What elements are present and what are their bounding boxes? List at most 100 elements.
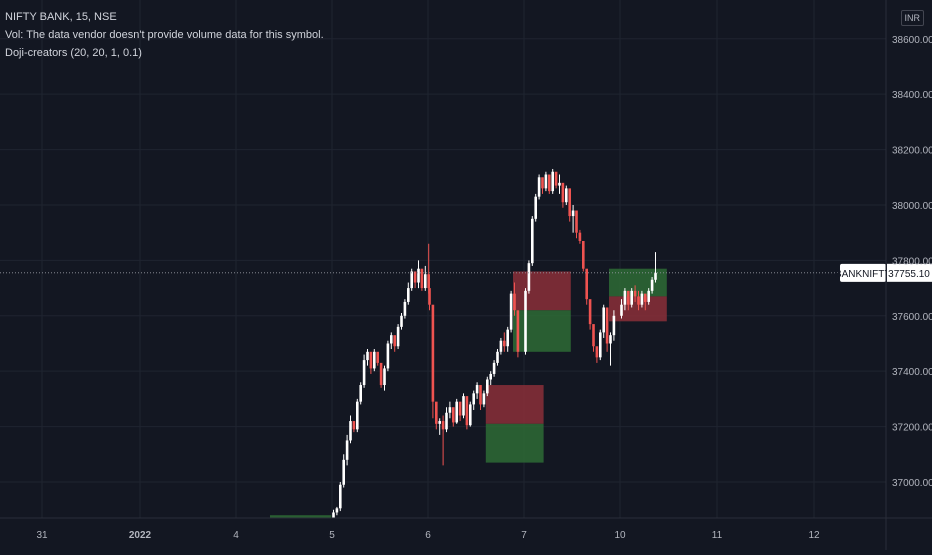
candle-body — [489, 373, 492, 380]
candle-body — [379, 362, 383, 386]
currency-badge[interactable]: INR — [900, 10, 924, 26]
candle-body — [369, 351, 373, 369]
candle-body — [424, 274, 427, 289]
candle-body — [650, 279, 654, 291]
candle-body — [513, 293, 516, 311]
candle-body — [482, 393, 486, 405]
zone-red — [513, 271, 571, 311]
candle-body — [400, 315, 403, 327]
candle-body — [458, 401, 462, 416]
candle-body — [565, 188, 568, 203]
candle-body — [588, 299, 592, 325]
candle-body — [410, 271, 413, 289]
candle-body — [332, 512, 335, 518]
candle-body — [386, 343, 390, 369]
candle-body — [509, 293, 513, 330]
candle-body — [627, 290, 630, 305]
candle-body — [599, 332, 602, 358]
candle-body — [544, 174, 548, 189]
candle-body — [605, 307, 609, 344]
price-tag-box — [887, 263, 932, 282]
candle-body — [356, 401, 359, 430]
time-tick-label: 10 — [614, 530, 626, 541]
price-tick-label: 38000.00 — [892, 201, 932, 212]
candle-body — [644, 293, 647, 302]
candle-body — [469, 404, 472, 426]
candle-body — [342, 459, 345, 485]
candle-body — [472, 393, 475, 405]
zone-green — [513, 310, 571, 352]
candle-body — [582, 240, 585, 269]
time-tick-label: 5 — [329, 530, 335, 541]
candles — [332, 168, 657, 518]
time-axis[interactable]: 31 2022 4 5 6 7 10 11 12 — [0, 517, 932, 541]
volume-notice: Vol: The data vendor doesn't provide vol… — [5, 29, 324, 41]
candle-body — [390, 335, 393, 344]
candle-body — [403, 301, 407, 316]
candle-body — [438, 421, 441, 424]
candle-body — [455, 401, 458, 423]
candle-body — [609, 335, 612, 344]
price-tick-label: 38200.00 — [892, 146, 932, 157]
candle-body — [366, 351, 369, 361]
candle-body — [431, 304, 435, 402]
candle-body — [602, 307, 605, 333]
candle-body — [548, 174, 551, 192]
candle-body — [417, 268, 420, 283]
candle-body — [496, 351, 499, 363]
zone-green — [485, 423, 544, 463]
time-tick-label: 31 — [36, 530, 48, 541]
symbol-title[interactable]: NIFTY BANK, 15, NSE — [5, 11, 117, 23]
time-tick-label: 4 — [233, 530, 239, 541]
candle-body — [499, 340, 503, 352]
candle-body — [612, 315, 616, 336]
price-tick-label: 37800.00 — [892, 256, 932, 267]
zone-green — [609, 268, 667, 297]
candle-body — [551, 171, 554, 192]
candle-body — [441, 421, 445, 430]
candle-body — [407, 288, 410, 302]
candle-body — [383, 368, 386, 386]
candle-body — [640, 293, 644, 305]
candle-body — [427, 274, 430, 289]
price-tag-label: 37755.10 — [888, 269, 930, 280]
candle-body — [352, 421, 356, 430]
candle-body — [373, 351, 376, 369]
candle-body — [428, 288, 431, 305]
candle-body — [630, 290, 633, 305]
candle-body — [506, 329, 509, 347]
candle-body — [568, 188, 571, 217]
candle-body — [503, 340, 506, 347]
candle-body — [633, 290, 637, 297]
symbol-tag-box — [840, 263, 886, 282]
time-tick-label: 12 — [808, 530, 820, 541]
candle-body — [479, 385, 482, 405]
candle-body — [561, 182, 565, 203]
indicator-title[interactable]: Doji-creators (20, 20, 1, 0.1) — [5, 47, 142, 59]
chart-legend: NIFTY BANK, 15, NSE Vol: The data vendor… — [5, 8, 324, 62]
candle-body — [531, 218, 534, 264]
candle-body — [534, 196, 537, 219]
candle-body — [537, 177, 541, 197]
time-tick-label: 7 — [521, 530, 527, 541]
price-tick-label: 37000.00 — [892, 478, 932, 489]
candle-body — [647, 290, 650, 302]
grid-lines — [0, 0, 886, 518]
candle-body — [475, 385, 479, 394]
candle-body — [345, 440, 349, 460]
price-tick-label: 37600.00 — [892, 312, 932, 323]
candle-body — [376, 351, 379, 363]
candle-body — [452, 407, 455, 423]
candle-body — [462, 396, 465, 416]
candle-body — [486, 379, 489, 394]
price-tick-label: 37200.00 — [892, 423, 932, 434]
time-tick-label: 2022 — [129, 530, 152, 541]
candle-body — [413, 271, 417, 283]
candle-body — [623, 290, 627, 305]
candle-body — [420, 268, 424, 289]
candle-body — [654, 272, 657, 280]
price-axis[interactable]: 37000.00 37200.00 37400.00 37600.00 37800.00… — [885, 0, 932, 550]
